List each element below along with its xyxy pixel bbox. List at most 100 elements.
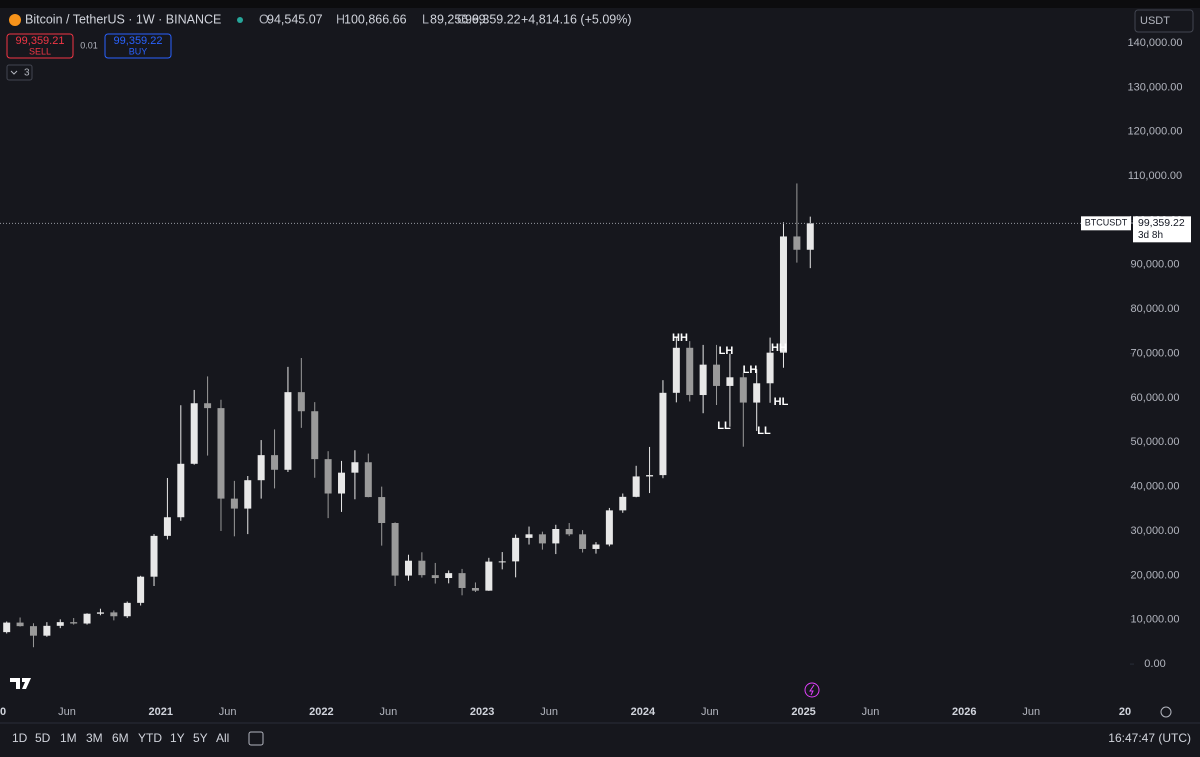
x-tick-label: 20 xyxy=(0,706,6,718)
x-tick-label: 2025 xyxy=(791,706,815,718)
sell-price[interactable]: 99,359.21 xyxy=(16,35,65,47)
date-range-icon[interactable] xyxy=(248,731,264,746)
y-tick-label: 30,000.00 xyxy=(1131,525,1180,537)
range-button[interactable]: YTD xyxy=(138,731,162,745)
currency[interactable]: USDT xyxy=(1140,15,1170,27)
y-tick-label: 120,000.00 xyxy=(1127,126,1182,138)
candle-body xyxy=(753,383,761,403)
candle-body xyxy=(137,576,145,603)
settings-icon[interactable] xyxy=(1160,706,1172,718)
candle-body xyxy=(646,475,654,477)
y-tick-label: 60,000.00 xyxy=(1131,392,1180,404)
y-tick-label: 50,000.00 xyxy=(1131,436,1180,448)
candle-body xyxy=(498,561,506,563)
indicators-toggle[interactable] xyxy=(6,64,33,81)
candle-body xyxy=(271,455,279,470)
range-button[interactable]: 1M xyxy=(60,731,77,745)
candle-body xyxy=(391,523,399,576)
swing-annotation: LH xyxy=(743,364,758,376)
candle-body xyxy=(311,411,319,460)
candle-body xyxy=(190,403,198,464)
swing-annotation: LL xyxy=(717,420,731,432)
y-tick-label: 90,000.00 xyxy=(1131,259,1180,271)
events-icon[interactable] xyxy=(804,682,820,698)
currency-selector[interactable] xyxy=(1134,9,1194,33)
candle-body xyxy=(351,462,359,473)
ohlc-key: L xyxy=(422,12,429,26)
candle-body xyxy=(699,364,707,396)
swing-annotation: LH xyxy=(719,345,734,357)
candle-body xyxy=(538,534,546,544)
candle-body xyxy=(364,462,372,498)
buy-button[interactable] xyxy=(104,33,172,59)
candle-body xyxy=(177,463,185,518)
range-button[interactable]: All xyxy=(216,731,229,745)
clock: 16:47:47 (UTC) xyxy=(1108,731,1191,745)
candle-body xyxy=(592,544,600,549)
x-tick-label: 2022 xyxy=(309,706,333,718)
range-button[interactable]: 6M xyxy=(112,731,129,745)
ohlc-key: C xyxy=(457,12,466,26)
change: +4,814.16 (+5.09%) xyxy=(521,12,632,26)
x-tick-label: Jun xyxy=(862,706,880,718)
candle-body xyxy=(739,377,747,403)
swing-annotation: HL xyxy=(774,396,789,408)
candle-body xyxy=(445,573,453,579)
market-status xyxy=(237,17,243,23)
candle-body xyxy=(713,364,721,386)
swing-annotation: LL xyxy=(757,425,771,437)
candle-body xyxy=(418,560,426,576)
ohlc-key: H xyxy=(336,12,345,26)
buy-label[interactable]: BUY xyxy=(129,46,148,56)
candle-body xyxy=(338,472,346,494)
range-button[interactable]: 5D xyxy=(35,731,51,745)
y-tick-label: 140,000.00 xyxy=(1127,37,1182,49)
candle-body xyxy=(150,535,158,577)
candle-body xyxy=(96,612,104,614)
ohlc-value: 89,256.69 xyxy=(430,12,486,26)
candle-body xyxy=(56,622,64,626)
candle-body xyxy=(123,602,131,617)
sell-label[interactable]: SELL xyxy=(29,46,51,56)
candle-body xyxy=(659,392,667,476)
y-tick-label: 70,000.00 xyxy=(1131,347,1180,359)
buy-price[interactable]: 99,359.22 xyxy=(114,35,163,47)
range-button[interactable]: 1Y xyxy=(170,731,185,745)
x-tick-label: Jun xyxy=(380,706,398,718)
spread: 0.01 xyxy=(80,40,98,50)
candle-body xyxy=(284,392,292,470)
candle-body xyxy=(217,408,225,499)
sell-button[interactable] xyxy=(6,33,74,59)
candle-body xyxy=(579,534,587,549)
candle-body xyxy=(83,613,91,624)
candle-body xyxy=(512,537,520,562)
x-tick-label: Jun xyxy=(540,706,558,718)
range-button[interactable]: 3M xyxy=(86,731,103,745)
candle-body xyxy=(565,528,573,535)
symbol-icon xyxy=(9,14,21,26)
candle-body xyxy=(378,497,386,524)
candle-body xyxy=(163,517,171,536)
candle-body xyxy=(605,510,613,545)
y-tick-label: 10,000.00 xyxy=(1131,614,1180,626)
candle-body xyxy=(726,377,734,386)
indicators-count[interactable]: 3 xyxy=(24,68,30,79)
ohlc-value: 100,866.66 xyxy=(344,12,407,26)
candle-body xyxy=(16,622,24,627)
y-tick-label: 0.00 xyxy=(1144,658,1165,670)
x-tick-label: Jun xyxy=(1022,706,1040,718)
x-tick-label: 2021 xyxy=(148,706,172,718)
top-strip xyxy=(0,0,1200,8)
ohlc-value: 99,359.22 xyxy=(465,12,521,26)
candle-body xyxy=(324,459,332,494)
candle-body xyxy=(485,561,493,591)
candle-body xyxy=(204,403,212,409)
price-badge-label: 99,359.22 xyxy=(1138,217,1185,229)
candle-body xyxy=(110,612,118,617)
candle-body xyxy=(471,587,479,591)
range-button[interactable]: 1D xyxy=(12,731,28,745)
range-button[interactable]: 5Y xyxy=(193,731,208,745)
swing-annotation: HH xyxy=(672,332,688,344)
x-tick-label: 20 xyxy=(1119,706,1131,718)
